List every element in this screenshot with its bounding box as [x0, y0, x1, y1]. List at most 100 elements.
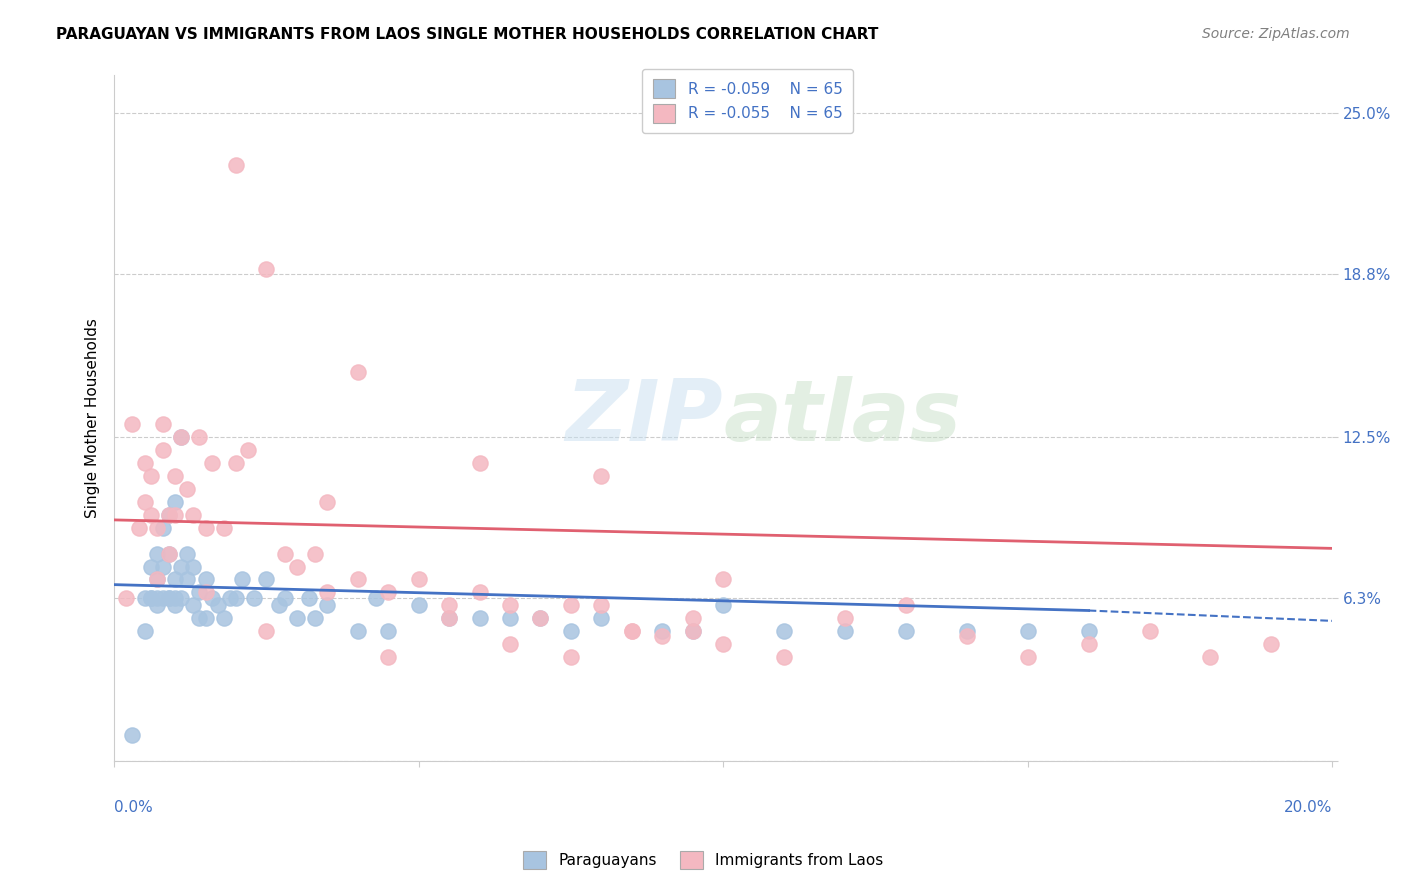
Point: [437, 611, 460, 625]
Point: [894, 599, 917, 613]
Point: [773, 624, 796, 639]
Point: [377, 650, 399, 665]
Point: [157, 547, 180, 561]
Point: [346, 624, 368, 639]
Point: [170, 430, 193, 444]
Point: [157, 591, 180, 605]
Point: [152, 559, 174, 574]
Point: [834, 624, 856, 639]
Point: [316, 599, 339, 613]
Point: [134, 591, 156, 605]
Point: [256, 261, 278, 276]
Point: [304, 547, 326, 561]
Point: [468, 456, 491, 470]
Point: [651, 629, 673, 643]
Text: Source: ZipAtlas.com: Source: ZipAtlas.com: [1202, 27, 1350, 41]
Point: [560, 624, 582, 639]
Point: [134, 456, 156, 470]
Point: [194, 611, 217, 625]
Point: [773, 650, 796, 665]
Point: [437, 599, 460, 613]
Point: [529, 611, 551, 625]
Point: [285, 611, 308, 625]
Point: [165, 495, 187, 509]
Point: [620, 624, 643, 639]
Point: [139, 469, 162, 483]
Point: [165, 573, 187, 587]
Point: [1199, 650, 1222, 665]
Point: [1017, 650, 1039, 665]
Point: [115, 591, 138, 605]
Point: [146, 547, 169, 561]
Point: [273, 591, 295, 605]
Point: [157, 508, 180, 522]
Point: [188, 611, 211, 625]
Point: [152, 591, 174, 605]
Point: [711, 637, 734, 651]
Point: [176, 482, 198, 496]
Point: [201, 591, 224, 605]
Point: [128, 521, 150, 535]
Point: [560, 599, 582, 613]
Point: [157, 508, 180, 522]
Point: [285, 559, 308, 574]
Point: [499, 637, 522, 651]
Point: [1077, 637, 1099, 651]
Point: [183, 599, 205, 613]
Point: [188, 585, 211, 599]
Point: [194, 573, 217, 587]
Point: [1017, 624, 1039, 639]
Point: [146, 599, 169, 613]
Point: [139, 559, 162, 574]
Point: [170, 430, 193, 444]
Point: [165, 599, 187, 613]
Point: [146, 573, 169, 587]
Point: [219, 591, 242, 605]
Point: [711, 599, 734, 613]
Point: [152, 442, 174, 457]
Point: [212, 521, 235, 535]
Legend: Paraguayans, Immigrants from Laos: Paraguayans, Immigrants from Laos: [517, 845, 889, 875]
Point: [956, 624, 979, 639]
Point: [346, 365, 368, 379]
Point: [298, 591, 321, 605]
Point: [176, 573, 198, 587]
Point: [408, 599, 430, 613]
Point: [273, 547, 295, 561]
Point: [304, 611, 326, 625]
Point: [170, 591, 193, 605]
Point: [267, 599, 290, 613]
Point: [170, 559, 193, 574]
Text: 0.0%: 0.0%: [114, 799, 153, 814]
Point: [201, 456, 224, 470]
Point: [194, 521, 217, 535]
Text: atlas: atlas: [723, 376, 962, 459]
Point: [377, 624, 399, 639]
Point: [238, 442, 260, 457]
Point: [165, 469, 187, 483]
Point: [165, 591, 187, 605]
Text: PARAGUAYAN VS IMMIGRANTS FROM LAOS SINGLE MOTHER HOUSEHOLDS CORRELATION CHART: PARAGUAYAN VS IMMIGRANTS FROM LAOS SINGL…: [56, 27, 879, 42]
Point: [346, 573, 368, 587]
Point: [183, 508, 205, 522]
Point: [468, 585, 491, 599]
Point: [256, 573, 278, 587]
Point: [682, 611, 704, 625]
Point: [188, 430, 211, 444]
Point: [591, 599, 613, 613]
Point: [194, 585, 217, 599]
Point: [243, 591, 266, 605]
Point: [437, 611, 460, 625]
Point: [408, 573, 430, 587]
Point: [165, 508, 187, 522]
Point: [1077, 624, 1099, 639]
Legend: R = -0.059    N = 65, R = -0.055    N = 65: R = -0.059 N = 65, R = -0.055 N = 65: [643, 69, 853, 133]
Point: [560, 650, 582, 665]
Point: [146, 591, 169, 605]
Point: [894, 624, 917, 639]
Point: [157, 547, 180, 561]
Point: [152, 521, 174, 535]
Point: [139, 591, 162, 605]
Point: [682, 624, 704, 639]
Point: [468, 611, 491, 625]
